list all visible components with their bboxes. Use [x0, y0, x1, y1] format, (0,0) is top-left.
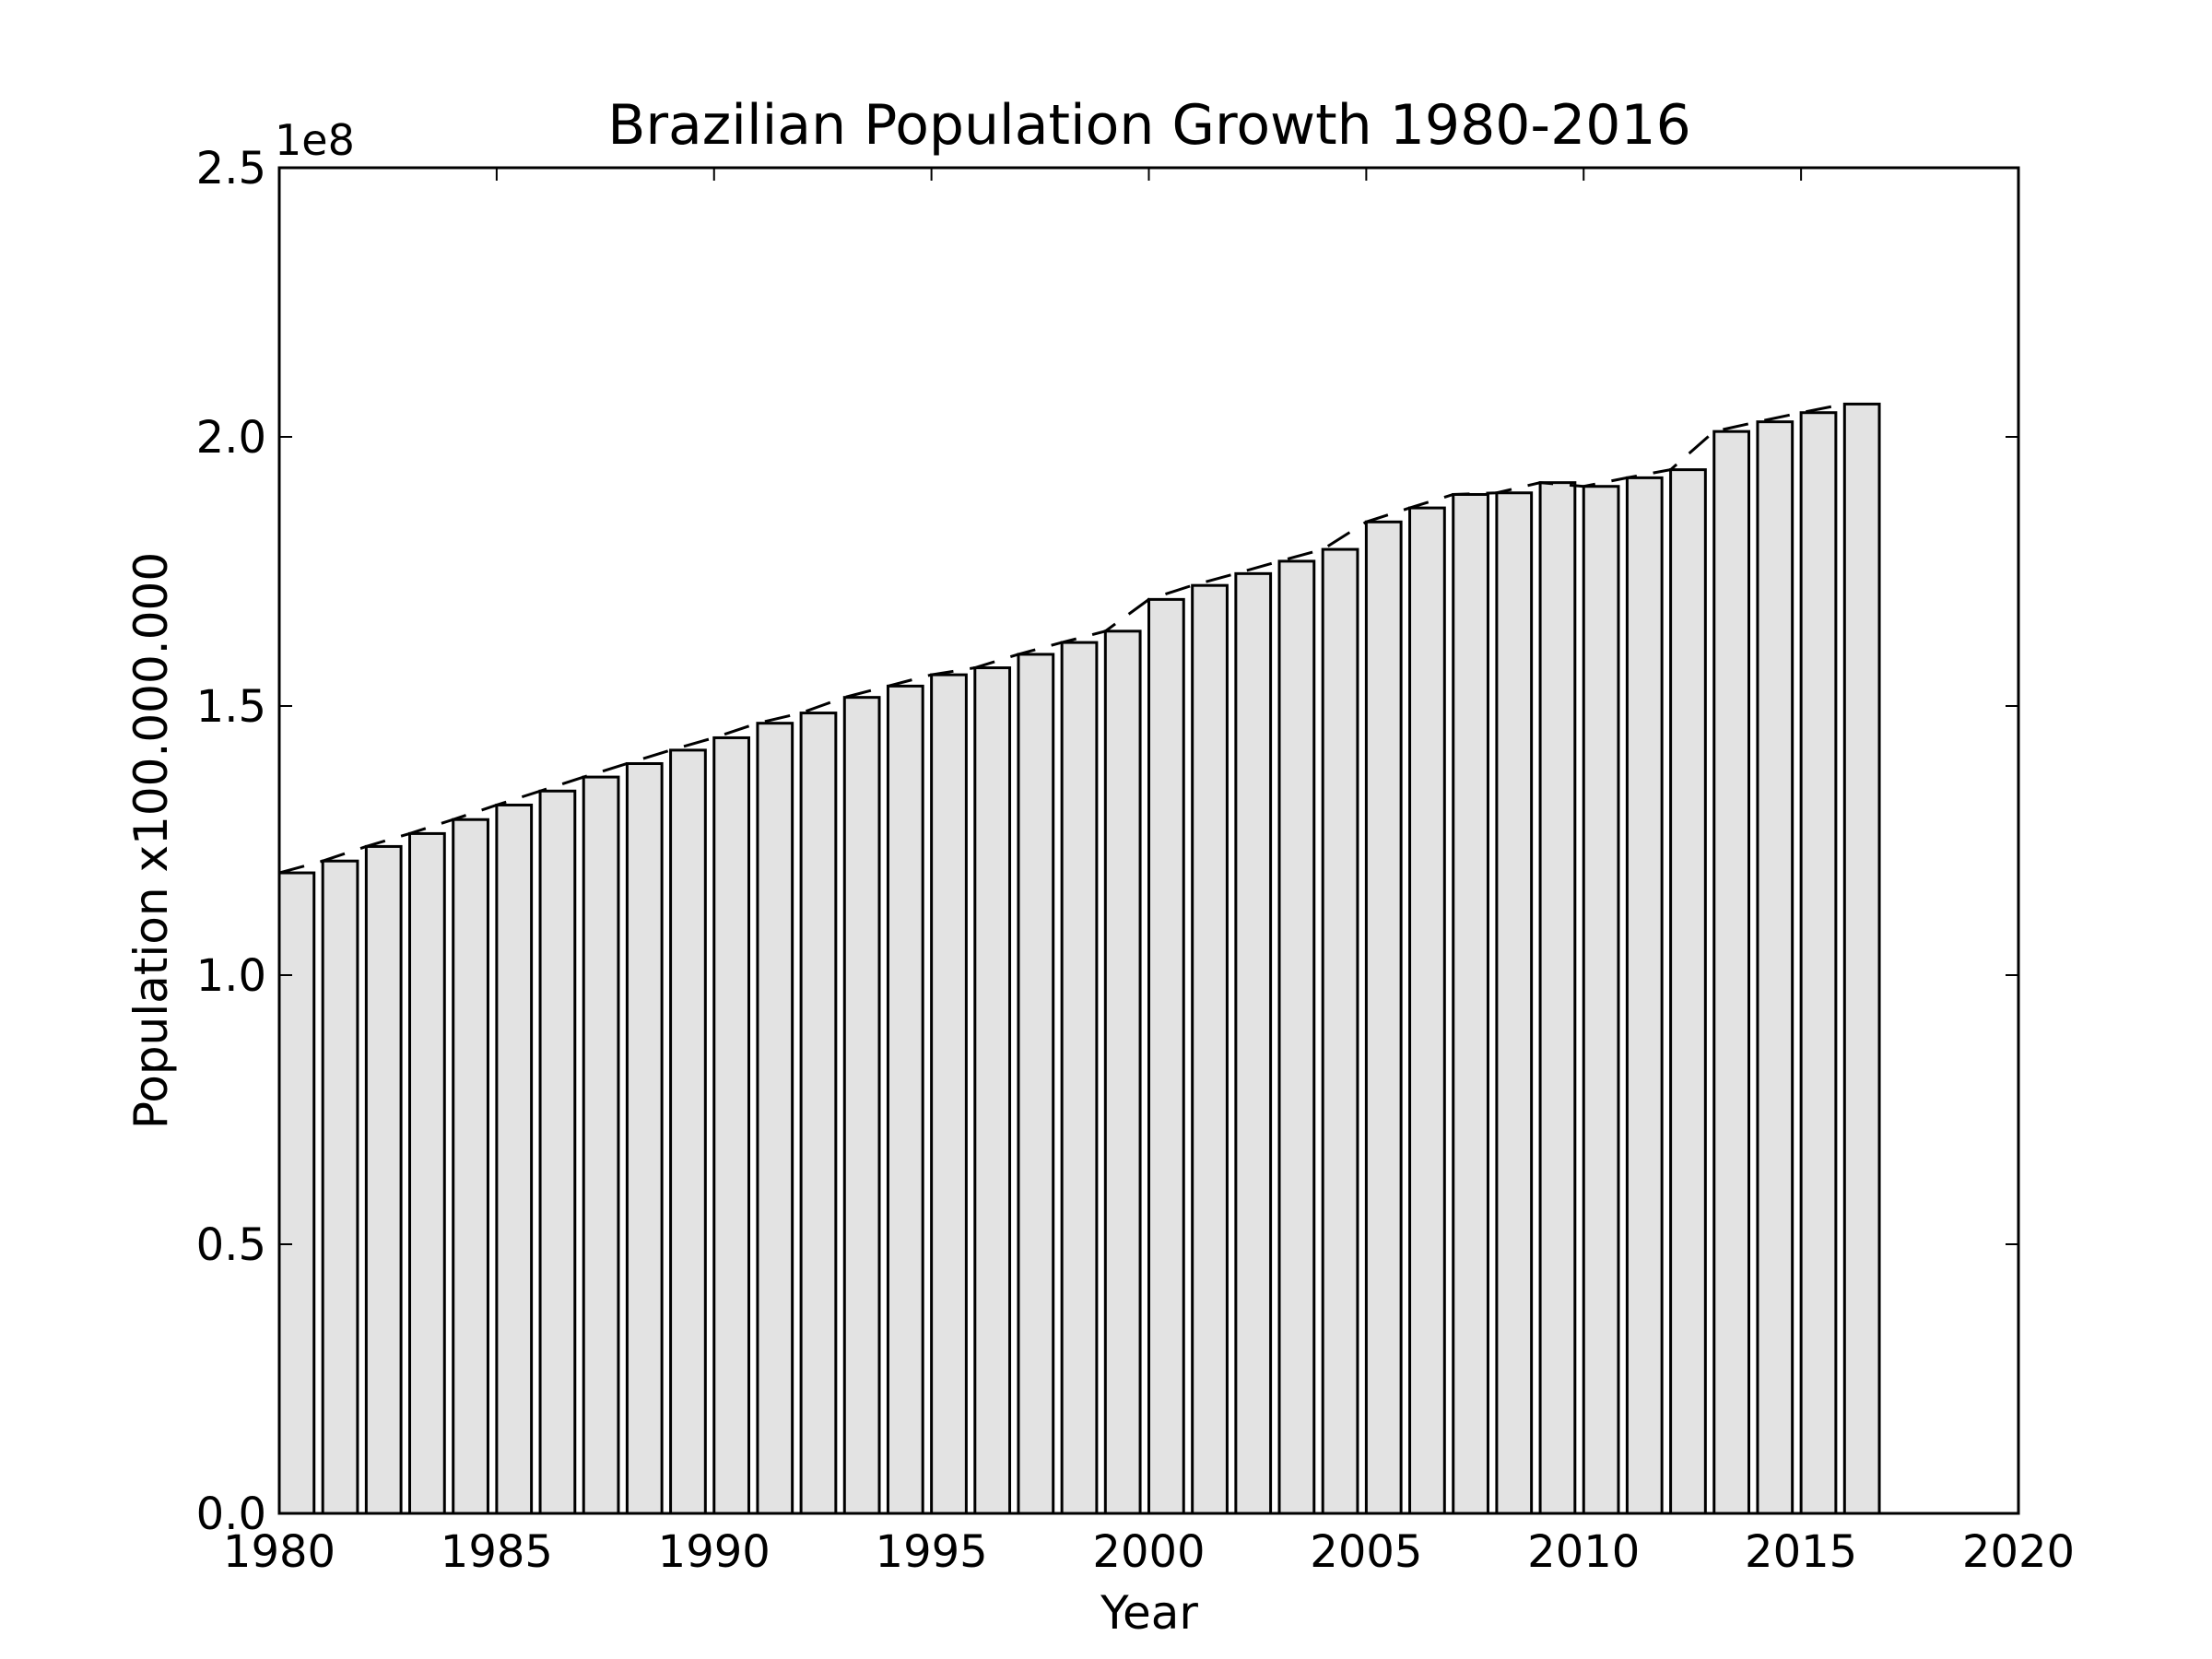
y-axis-label: Population x100.000.000 — [124, 552, 178, 1129]
bar-2010 — [1582, 485, 1620, 1515]
bar-1999 — [1103, 629, 1142, 1515]
bar-1981 — [321, 859, 359, 1515]
bar-2013 — [1712, 429, 1751, 1515]
bar-2003 — [1277, 559, 1316, 1515]
bar-2016 — [1842, 402, 1881, 1515]
y-tick-label-5: 2.5 — [196, 143, 266, 194]
plot-frame — [277, 166, 2020, 1515]
x-tick-label-2000: 2000 — [1092, 1526, 1205, 1578]
bar-2011 — [1625, 476, 1664, 1515]
bar-1995 — [930, 673, 968, 1515]
bar-2005 — [1364, 520, 1403, 1515]
bar-2012 — [1669, 468, 1707, 1515]
bar-1984 — [452, 818, 489, 1515]
bar-1987 — [582, 775, 620, 1515]
y-tick-label-4: 2.0 — [196, 412, 266, 464]
x-tick-label-1985: 1985 — [441, 1526, 553, 1578]
bar-1997 — [1017, 653, 1055, 1515]
bars-group — [277, 402, 1881, 1515]
bar-2015 — [1799, 411, 1838, 1515]
bar-2002 — [1234, 571, 1273, 1515]
bar-1993 — [842, 696, 881, 1515]
x-axis-label: Year — [1100, 1586, 1198, 1640]
x-tick-label-2020: 2020 — [1962, 1526, 2075, 1578]
bar-1994 — [886, 684, 924, 1515]
bar-1988 — [625, 761, 664, 1515]
bar-2001 — [1191, 583, 1229, 1515]
y-axis-offset-label: 1e8 — [275, 115, 355, 165]
bar-1982 — [364, 844, 403, 1515]
bar-1985 — [495, 803, 534, 1515]
bar-2008 — [1495, 491, 1534, 1515]
bar-2004 — [1321, 547, 1359, 1515]
x-tick-label-1995: 1995 — [876, 1526, 988, 1578]
y-tick-label-3: 1.5 — [196, 681, 266, 733]
x-tick-label-2005: 2005 — [1310, 1526, 1422, 1578]
trend-line-group — [278, 402, 1845, 875]
population-trend-line — [278, 402, 1845, 875]
bar-2009 — [1538, 481, 1577, 1515]
bar-1989 — [669, 748, 707, 1515]
bar-2006 — [1408, 506, 1446, 1515]
x-tick-label-2010: 2010 — [1527, 1526, 1640, 1578]
bar-1980 — [277, 871, 316, 1515]
bar-1996 — [973, 666, 1012, 1515]
bar-1983 — [408, 831, 446, 1515]
bar-1992 — [799, 712, 838, 1515]
x-tick-label-2015: 2015 — [1745, 1526, 1857, 1578]
bar-2000 — [1147, 597, 1185, 1515]
bar-1990 — [712, 735, 750, 1515]
y-tick-label-0: 0.0 — [196, 1488, 266, 1540]
bar-1998 — [1060, 641, 1099, 1515]
x-tick-label-1980: 1980 — [223, 1526, 335, 1578]
x-tick-label-1990: 1990 — [658, 1526, 771, 1578]
bar-1986 — [538, 789, 577, 1515]
chart-title: Brazilian Population Growth 1980-2016 — [607, 93, 1691, 158]
y-tick-label-1: 0.5 — [196, 1219, 266, 1271]
bar-2007 — [1452, 492, 1489, 1515]
y-tick-label-2: 1.0 — [196, 950, 266, 1002]
bar-2014 — [1756, 420, 1794, 1515]
axis-ticks-group: 1980 1985 1990 1995 2000 2005 2010 2015 2020 0.0 0… — [196, 143, 2075, 1578]
bar-1991 — [756, 722, 794, 1515]
